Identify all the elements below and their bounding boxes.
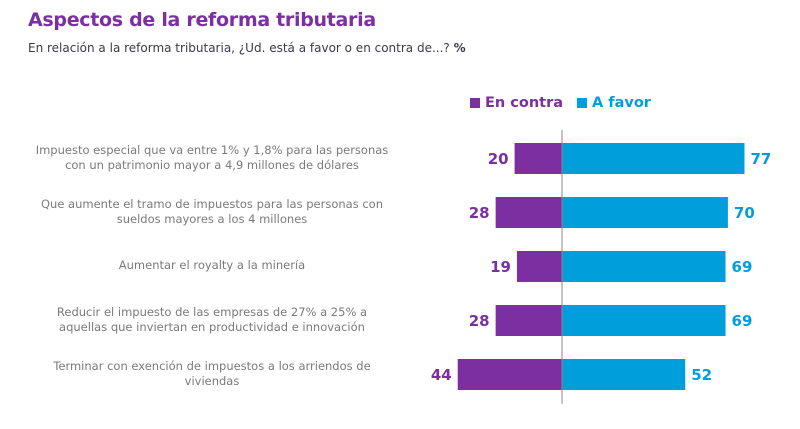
category-label-line: Impuesto especial que va entre 1% y 1,8%… <box>35 142 389 157</box>
legend-item-en-contra: En contra <box>470 95 563 111</box>
category-label-line: Que aumente el tramo de impuestos para l… <box>40 196 384 211</box>
chart-subtitle: En relación a la reforma tributaria, ¿Ud… <box>28 41 466 55</box>
bar-en-contra <box>495 197 562 228</box>
value-label-a-favor: 77 <box>750 150 771 168</box>
bar-en-contra <box>516 251 562 282</box>
bar-en-contra <box>495 305 562 336</box>
category-label-line: viviendas <box>184 373 240 388</box>
value-label-a-favor: 69 <box>732 258 753 276</box>
chart-title: Aspectos de la reforma tributaria <box>28 9 376 31</box>
category-label-line: Aumentar el royalty a la minería <box>118 258 306 272</box>
value-label-a-favor: 52 <box>691 366 712 384</box>
legend-label-en-contra: En contra <box>485 95 564 111</box>
value-label-a-favor: 70 <box>734 204 755 222</box>
bar-a-favor <box>562 197 728 228</box>
category-label: Aumentar el royalty a la minería <box>17 258 407 273</box>
legend-swatch-a-favor <box>577 98 588 108</box>
category-label-line: Reducir el impuesto de las empresas de 2… <box>56 304 368 319</box>
value-label-en-contra: 19 <box>490 258 511 276</box>
category-label: Que aumente el tramo de impuestos para l… <box>17 197 407 227</box>
bar-a-favor <box>562 305 726 336</box>
category-label: Reducir el impuesto de las empresas de 2… <box>17 305 407 335</box>
legend: En contra A favor <box>470 95 665 111</box>
legend-label-a-favor: A favor <box>592 95 651 111</box>
value-label-en-contra: 20 <box>488 150 509 168</box>
category-label-line: con un patrimonio mayor a 4,9 millones d… <box>65 157 359 172</box>
bar-en-contra <box>457 359 562 390</box>
category-label-line: aquellas que inviertan en productividad … <box>59 319 365 334</box>
bar-en-contra <box>514 143 562 174</box>
value-label-a-favor: 69 <box>732 312 753 330</box>
category-label: Impuesto especial que va entre 1% y 1,8%… <box>17 143 407 173</box>
value-label-en-contra: 28 <box>469 312 490 330</box>
subtitle-text: En relación a la reforma tributaria, ¿Ud… <box>28 41 450 55</box>
category-label-line: sueldos mayores a los 4 millones <box>116 211 308 226</box>
legend-swatch-en-contra <box>470 98 480 108</box>
bar-a-favor <box>562 359 686 390</box>
subtitle-unit: % <box>453 41 466 55</box>
bar-a-favor <box>562 251 726 282</box>
legend-item-a-favor: A favor <box>577 95 651 111</box>
category-label-line: Terminar con exención de impuestos a los… <box>53 358 371 373</box>
category-label: Terminar con exención de impuestos a los… <box>17 359 407 389</box>
value-label-en-contra: 44 <box>431 366 452 384</box>
bar-a-favor <box>562 143 745 174</box>
value-label-en-contra: 28 <box>469 204 490 222</box>
